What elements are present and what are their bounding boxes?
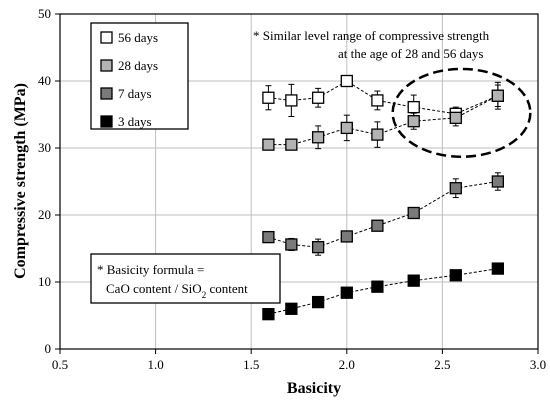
marker-56-days bbox=[371, 94, 384, 107]
similar-range-annotation: * Similar level range of compressive str… bbox=[253, 28, 532, 158]
marker-56-days bbox=[407, 100, 420, 114]
data-markers bbox=[262, 74, 504, 321]
legend-marker-7-days bbox=[100, 87, 113, 100]
highlight-ellipse bbox=[391, 67, 532, 158]
marker-28-days bbox=[340, 121, 353, 135]
marker-56-days bbox=[285, 94, 298, 107]
marker-28-days bbox=[371, 128, 384, 141]
marker-7-days bbox=[285, 238, 298, 251]
x-tick-label: 2.0 bbox=[339, 357, 355, 372]
similar-range-line-1: * Similar level range of compressive str… bbox=[253, 28, 490, 43]
marker-7-days bbox=[407, 206, 420, 220]
y-tick-label: 40 bbox=[38, 73, 51, 88]
legend-label-28-days: 28 days bbox=[118, 58, 158, 73]
y-tick-label: 30 bbox=[38, 140, 51, 155]
trend-line-3-days bbox=[268, 268, 498, 315]
legend-marker-56-days bbox=[100, 31, 113, 44]
marker-3-days bbox=[449, 269, 462, 282]
legend-marker-28-days bbox=[100, 59, 113, 72]
x-tick-label: 1.0 bbox=[147, 357, 163, 372]
legend-marker-3-days bbox=[100, 115, 113, 128]
legend-label-7-days: 7 days bbox=[118, 86, 152, 101]
basicity-formula-annotation: * Basicity formula = CaO content / SiO2 … bbox=[90, 253, 281, 304]
marker-3-days bbox=[491, 262, 504, 275]
x-tick-label: 3.0 bbox=[530, 357, 546, 372]
plot-frame bbox=[59, 13, 539, 350]
marker-3-days bbox=[285, 302, 298, 315]
marker-28-days bbox=[491, 89, 504, 102]
marker-28-days bbox=[262, 138, 275, 151]
y-axis-label: Compressive strength (MPa) bbox=[12, 83, 29, 279]
x-tick-label: 0.5 bbox=[52, 357, 68, 372]
error-bars bbox=[265, 75, 501, 317]
marker-3-days bbox=[262, 308, 275, 321]
marker-28-days bbox=[407, 115, 420, 128]
marker-7-days bbox=[449, 182, 462, 195]
x-tick-label: 1.5 bbox=[243, 357, 259, 372]
marker-3-days bbox=[340, 286, 353, 299]
marker-7-days bbox=[311, 241, 325, 254]
marker-3-days bbox=[407, 274, 420, 287]
marker-56-days bbox=[340, 74, 353, 88]
y-tick-label: 20 bbox=[38, 207, 51, 222]
marker-28-days bbox=[311, 131, 325, 144]
marker-28-days bbox=[285, 138, 298, 151]
legend-label-3-days: 3 days bbox=[118, 114, 152, 129]
similar-range-line-2: at the age of 28 and 56 days bbox=[338, 46, 483, 61]
y-tick-label: 50 bbox=[38, 6, 51, 21]
marker-28-days bbox=[449, 111, 462, 124]
legend-label-56-days: 56 days bbox=[118, 30, 158, 45]
marker-3-days bbox=[311, 295, 325, 309]
trend-line-7-days bbox=[268, 181, 498, 248]
marker-7-days bbox=[340, 230, 353, 243]
x-axis-label: Basicity bbox=[287, 380, 341, 397]
formula-line-1: * Basicity formula = bbox=[97, 262, 204, 277]
y-tick-label: 10 bbox=[38, 274, 51, 289]
marker-7-days bbox=[491, 175, 504, 188]
axes bbox=[55, 13, 539, 354]
marker-56-days bbox=[311, 91, 325, 104]
marker-7-days bbox=[262, 230, 275, 244]
legend: 56 days 28 days 7 days 3 days bbox=[90, 22, 189, 130]
y-tick-label: 0 bbox=[45, 341, 52, 356]
formula-box bbox=[90, 253, 281, 304]
trend-lines bbox=[268, 80, 499, 315]
marker-7-days bbox=[371, 219, 384, 232]
x-tick-label: 2.5 bbox=[434, 357, 450, 372]
formula-line-2: CaO content / SiO2 content bbox=[106, 281, 248, 300]
marker-3-days bbox=[371, 280, 384, 293]
tick-labels: 0.5 1.0 1.5 2.0 2.5 3.0 0 10 20 30 40 50 bbox=[38, 6, 546, 372]
marker-56-days bbox=[262, 91, 275, 104]
